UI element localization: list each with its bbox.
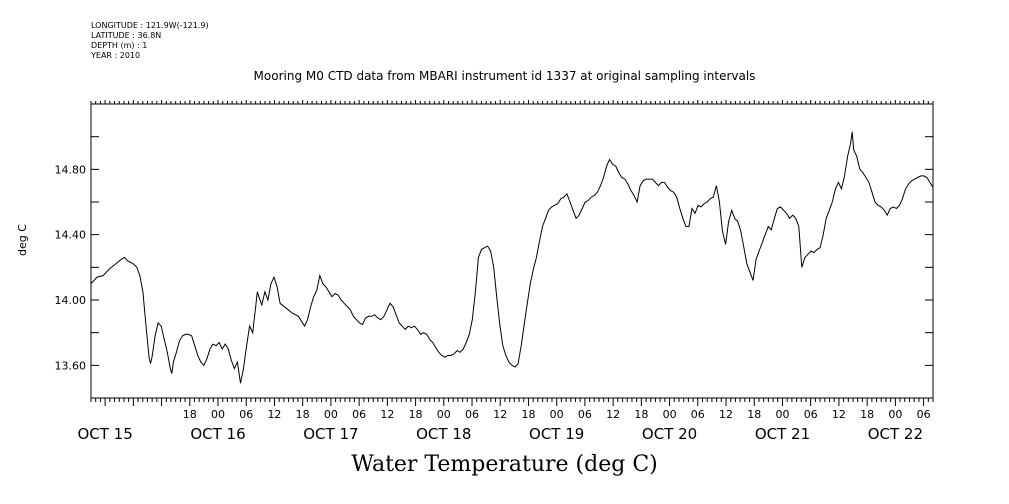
latitude-text: LATITUDE : 36.8N — [91, 31, 162, 40]
x-hour-tick-label: 12 — [380, 408, 394, 421]
x-day-label: OCT 18 — [416, 425, 471, 443]
x-day-label: OCT 21 — [755, 425, 810, 443]
axis-ticks — [90, 100, 934, 406]
x-hour-tick-label: 00 — [888, 408, 902, 421]
x-hour-tick-label: 06 — [465, 408, 479, 421]
x-hour-tick-label: 06 — [352, 408, 366, 421]
x-hour-tick-label: 00 — [550, 408, 564, 421]
y-tick-label: 13.60 — [55, 359, 87, 372]
x-hour-tick-label: 18 — [521, 408, 535, 421]
x-hour-tick-label: 12 — [606, 408, 620, 421]
x-hour-tick-label: 18 — [860, 408, 874, 421]
x-axis-title: Water Temperature (deg C) — [351, 452, 658, 477]
chart-title: Mooring M0 CTD data from MBARI instrumen… — [253, 69, 756, 83]
x-day-label: OCT 17 — [303, 425, 358, 443]
y-tick-label: 14.80 — [55, 163, 87, 176]
x-day-label: OCT 20 — [642, 425, 697, 443]
x-hour-tick-label: 00 — [775, 408, 789, 421]
tick-labels: 18 00 06 12 18 00 06 12 18 00 06 12 18 00 06 12 18 00 06 12… — [55, 163, 931, 443]
x-hour-tick-label: 00 — [211, 408, 225, 421]
x-hour-tick-label: 00 — [324, 408, 338, 421]
x-hour-tick-label: 12 — [267, 408, 281, 421]
x-hour-tick-label: 06 — [239, 408, 253, 421]
x-hour-tick-label: 18 — [296, 408, 310, 421]
y-tick-label: 14.00 — [55, 294, 87, 307]
depth-text: DEPTH (m) : 1 — [91, 41, 148, 50]
y-tick-label: 14.40 — [55, 229, 87, 242]
metadata-block: LONGITUDE : 121.9W(-121.9) LATITUDE : 36… — [91, 21, 209, 61]
x-hour-tick-label: 18 — [634, 408, 648, 421]
plot-frame — [90, 103, 934, 399]
x-hour-tick-label: 18 — [747, 408, 761, 421]
x-hour-tick-label: 18 — [183, 408, 197, 421]
temperature-line — [90, 131, 934, 384]
x-hour-tick-label: 12 — [493, 408, 507, 421]
x-day-label: OCT 15 — [77, 425, 132, 443]
x-hour-tick-label: 06 — [917, 408, 931, 421]
x-day-label: OCT 19 — [529, 425, 584, 443]
x-hour-tick-label: 12 — [719, 408, 733, 421]
x-hour-tick-label: 18 — [409, 408, 423, 421]
x-day-label: OCT 16 — [190, 425, 245, 443]
x-hour-tick-label: 06 — [691, 408, 705, 421]
x-hour-tick-label: 06 — [804, 408, 818, 421]
x-day-label: OCT 22 — [868, 425, 923, 443]
year-text: YEAR : 2010 — [91, 51, 141, 60]
x-hour-tick-label: 00 — [663, 408, 677, 421]
x-hour-tick-label: 00 — [437, 408, 451, 421]
longitude-text: LONGITUDE : 121.9W(-121.9) — [91, 21, 209, 30]
x-hour-tick-label: 12 — [832, 408, 846, 421]
x-hour-tick-label: 06 — [578, 408, 592, 421]
